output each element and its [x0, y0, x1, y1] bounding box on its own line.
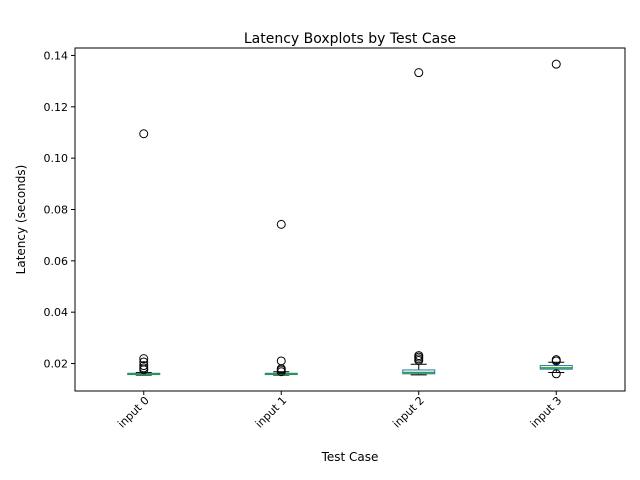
- y-tick-label: 0.02: [44, 358, 69, 371]
- outlier-point: [414, 68, 424, 78]
- outlier-point: [414, 355, 424, 365]
- outlier-point: [551, 369, 561, 379]
- y-tick-label: 0.12: [44, 101, 69, 114]
- outlier-point: [551, 59, 561, 69]
- y-tick-label: 0.10: [44, 152, 69, 165]
- outlier-point: [139, 354, 149, 364]
- y-tick-label: 0.14: [44, 49, 69, 62]
- y-tick-label: 0.04: [44, 306, 69, 319]
- outlier-point: [139, 129, 149, 139]
- outlier-point: [139, 365, 149, 375]
- chart-title: Latency Boxplots by Test Case: [244, 31, 456, 47]
- x-axis-label: Test Case: [321, 450, 379, 464]
- outlier-point: [276, 219, 286, 229]
- y-tick-label: 0.08: [44, 203, 69, 216]
- outlier-point: [551, 356, 561, 366]
- outlier-point: [276, 367, 286, 377]
- outlier-point: [139, 361, 149, 371]
- y-tick-label: 0.06: [44, 255, 69, 268]
- axes-frame: [74, 47, 626, 392]
- y-axis-label: Latency (seconds): [14, 165, 28, 275]
